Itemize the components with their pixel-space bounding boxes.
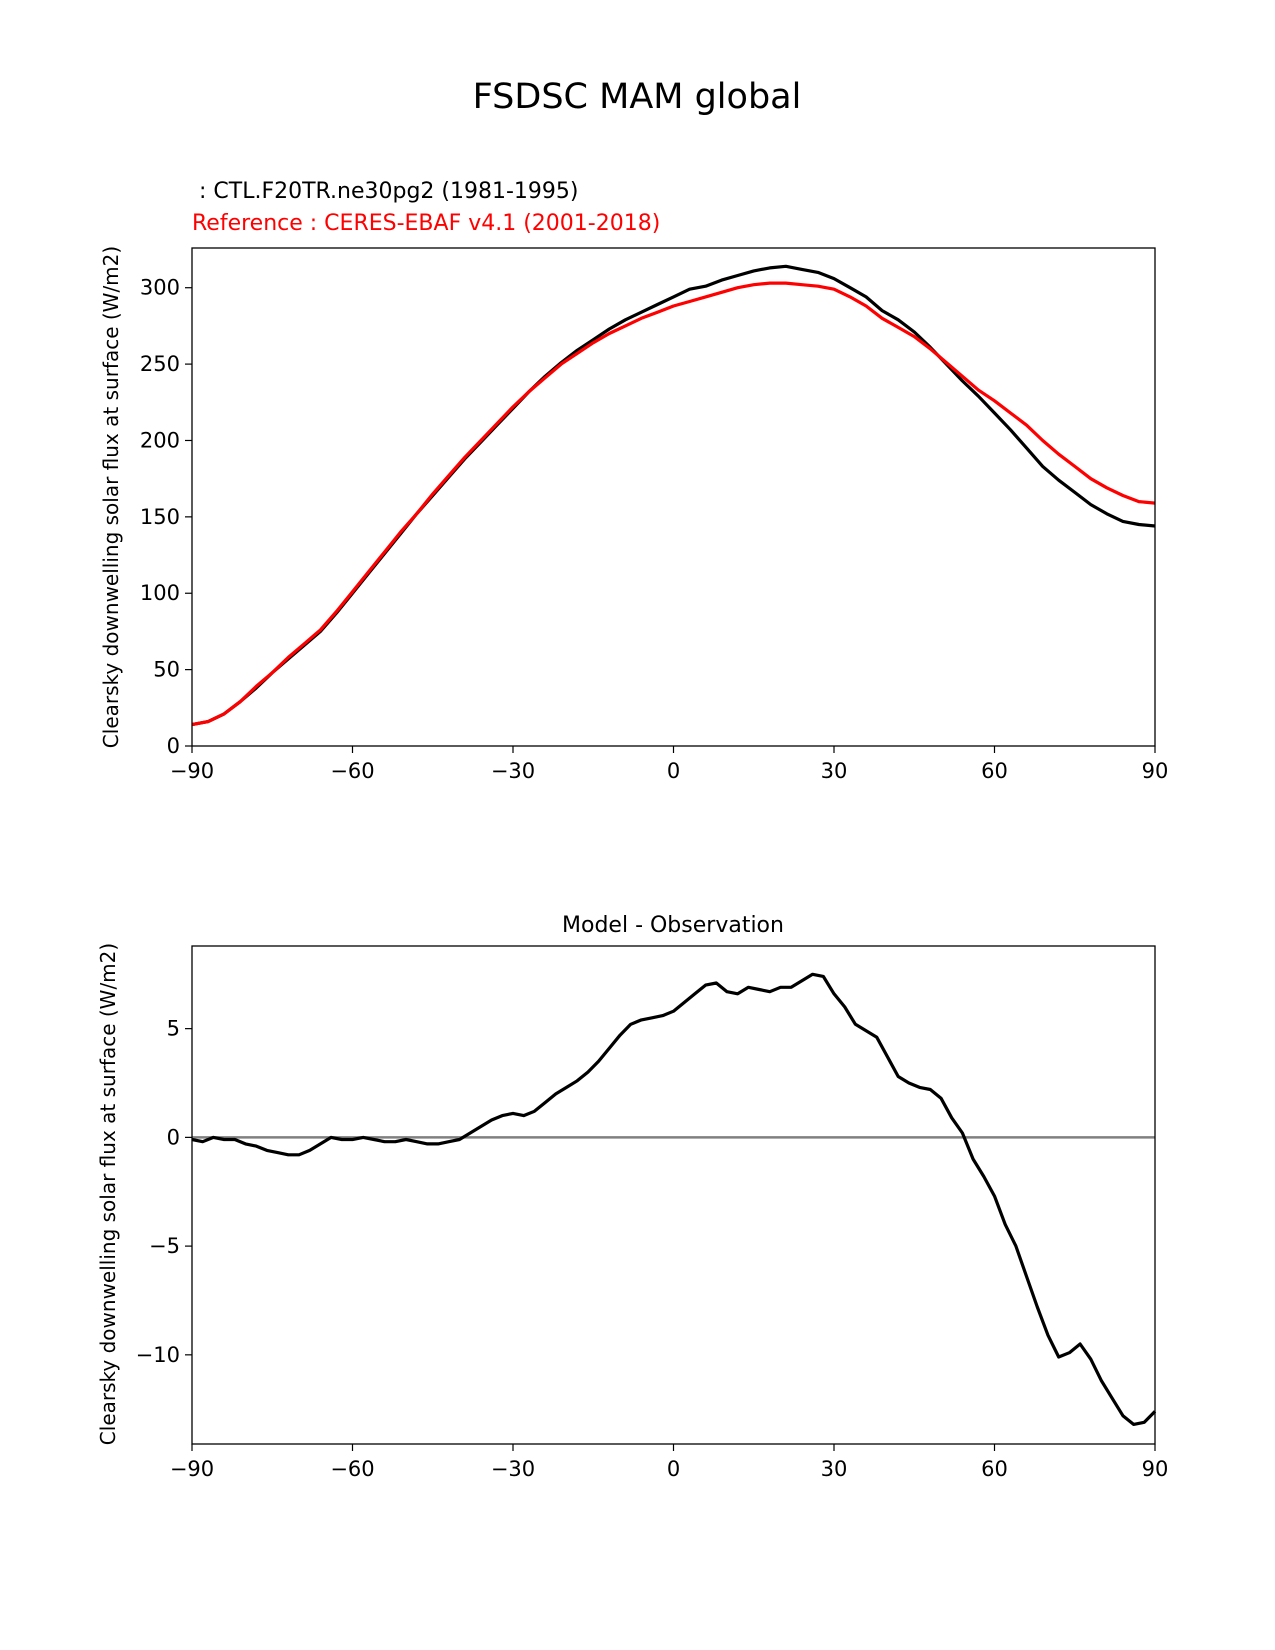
top-panel: : CTL.F20TR.ne30pg2 (1981-1995) Referenc… bbox=[99, 179, 1168, 783]
y-tick-label: 100 bbox=[140, 581, 180, 605]
figure-title: FSDSC MAM global bbox=[473, 77, 802, 117]
x-tick-label: −60 bbox=[330, 759, 374, 783]
bottom-panel: Model - Observation Clearsky downwelling… bbox=[96, 913, 1168, 1481]
y-tick-label: 50 bbox=[153, 658, 180, 682]
bottom-panel-lines bbox=[191, 972, 1157, 1427]
top-panel-ticks: −90 −60 −30 0 30 60 90 0 50 100 150 200 250 300 bbox=[140, 276, 1168, 783]
reference-series-line bbox=[191, 281, 1156, 727]
x-tick-label: 90 bbox=[1142, 759, 1169, 783]
x-tick-label: −90 bbox=[170, 759, 214, 783]
x-tick-label: 30 bbox=[821, 759, 848, 783]
x-tick-label: −30 bbox=[491, 1457, 535, 1481]
x-tick-label: 0 bbox=[667, 759, 680, 783]
y-tick-label: 0 bbox=[167, 1125, 180, 1149]
top-panel-test-label: : CTL.F20TR.ne30pg2 (1981-1995) bbox=[192, 179, 579, 204]
x-tick-label: 30 bbox=[821, 1457, 848, 1481]
y-tick-label: 150 bbox=[140, 505, 180, 529]
x-tick-label: 60 bbox=[981, 1457, 1008, 1481]
y-tick-label: 200 bbox=[140, 428, 180, 452]
x-tick-label: −60 bbox=[330, 1457, 374, 1481]
y-tick-label: 0 bbox=[167, 734, 180, 758]
y-tick-label: −5 bbox=[149, 1234, 180, 1258]
x-tick-label: 90 bbox=[1142, 1457, 1169, 1481]
top-panel-y-axis-label: Clearsky downwelling solar flux at surfa… bbox=[99, 246, 123, 748]
top-panel-reference-label: Reference : CERES-EBAF v4.1 (2001-2018) bbox=[192, 211, 660, 236]
x-tick-label: 60 bbox=[981, 759, 1008, 783]
bottom-panel-ticks: −90 −60 −30 0 30 60 90 −10 −5 0 5 bbox=[136, 1017, 1169, 1481]
y-tick-label: 5 bbox=[167, 1017, 180, 1041]
top-panel-lines bbox=[191, 264, 1156, 727]
difference-series-line bbox=[191, 972, 1157, 1427]
x-tick-label: −90 bbox=[170, 1457, 214, 1481]
bottom-panel-title: Model - Observation bbox=[562, 913, 784, 938]
bottom-panel-y-axis-label: Clearsky downwelling solar flux at surfa… bbox=[96, 943, 120, 1445]
y-tick-label: 250 bbox=[140, 352, 180, 376]
x-tick-label: −30 bbox=[491, 759, 535, 783]
y-tick-label: 300 bbox=[140, 276, 180, 300]
y-tick-label: −10 bbox=[136, 1343, 180, 1367]
bottom-panel-frame bbox=[191, 945, 1156, 1445]
top-panel-frame bbox=[191, 247, 1156, 747]
test-series-line bbox=[191, 264, 1156, 727]
x-tick-label: 0 bbox=[667, 1457, 680, 1481]
